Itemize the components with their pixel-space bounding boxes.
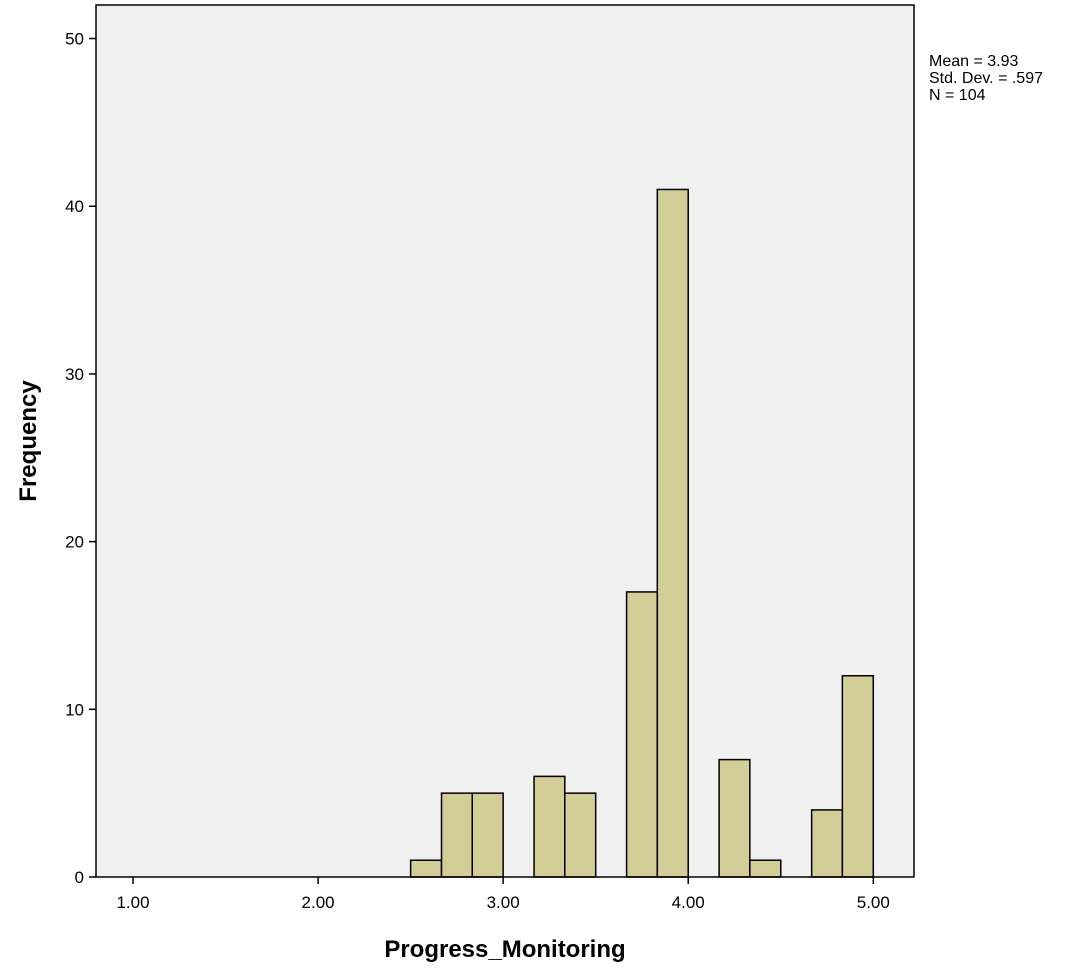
histogram-bar <box>471 792 504 878</box>
x-axis-title: Progress_Monitoring <box>384 936 625 963</box>
stats-line: N = 104 <box>929 87 986 104</box>
histogram-bar <box>841 675 875 878</box>
plot-frame <box>95 4 915 878</box>
plot-area <box>96 5 914 877</box>
histogram-bar <box>533 775 566 878</box>
x-axis: 1.00 2.00 3.00 4.00 5.00 <box>116 877 890 912</box>
histogram-bar <box>718 758 751 878</box>
histogram-bar <box>810 809 844 878</box>
y-tick-label: 20 <box>65 533 84 552</box>
stats-line: Std. Dev. = .597 <box>929 70 1043 87</box>
x-tick-label: 5.00 <box>857 893 890 912</box>
x-tick-label: 2.00 <box>302 893 335 912</box>
bars-group <box>409 188 875 878</box>
stats-line: Mean = 3.93 <box>929 53 1019 70</box>
histogram-bar <box>625 591 659 878</box>
y-tick-label: 30 <box>65 365 84 384</box>
y-tick-label: 50 <box>65 30 84 49</box>
y-tick-label: 40 <box>65 197 84 216</box>
histogram-bar <box>409 859 443 878</box>
histogram-bar <box>440 792 473 878</box>
x-tick-label: 3.00 <box>487 893 520 912</box>
histogram-bar <box>749 859 782 878</box>
histogram-bar <box>656 188 689 878</box>
x-tick-label: 4.00 <box>672 893 705 912</box>
y-tick-label: 10 <box>65 700 84 719</box>
x-tick-label: 1.00 <box>116 893 149 912</box>
y-tick-label: 0 <box>75 868 84 887</box>
y-axis-title: Frequency <box>15 380 42 502</box>
y-axis: 0 10 20 30 40 50 <box>65 30 96 887</box>
histogram-bar <box>564 792 597 878</box>
